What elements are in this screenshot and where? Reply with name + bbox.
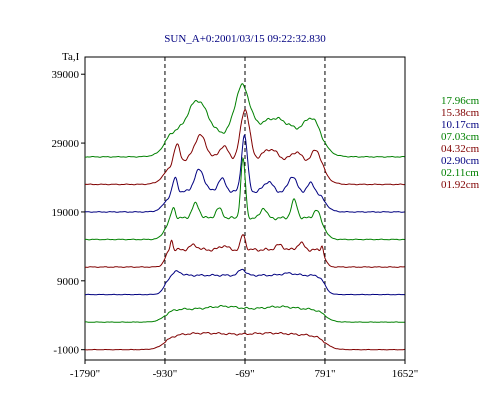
series-line-15.38cm	[85, 109, 405, 186]
legend-entry: 02.90cm	[441, 155, 480, 167]
series-line-01.92cm	[84, 331, 405, 351]
y-tick-label: 9000	[57, 276, 80, 288]
series-line-10.17cm	[85, 134, 405, 213]
series-lines	[84, 83, 405, 351]
x-tick-label: 1652"	[392, 368, 419, 380]
series-line-02.90cm	[85, 268, 405, 296]
y-tick-label: -1000	[53, 345, 79, 357]
x-tick-label: -930"	[153, 368, 178, 380]
x-tick-label: -69"	[235, 368, 254, 380]
x-tick-label: -1790"	[70, 368, 100, 380]
legend: 17.96cm15.38cm10.17cm07.03cm04.32cm02.90…	[441, 95, 480, 191]
x-tick-label: 791"	[314, 368, 335, 380]
y-tick-label: 19000	[52, 207, 80, 219]
series-line-17.96cm	[84, 83, 405, 158]
legend-entry: 04.32cm	[441, 143, 480, 155]
y-tick-label: 29000	[52, 138, 80, 150]
legend-entry: 17.96cm	[441, 95, 480, 107]
legend-entry: 01.92cm	[441, 179, 480, 191]
legend-entry: 10.17cm	[441, 119, 480, 131]
vertical-markers	[164, 57, 326, 360]
series-line-04.32cm	[84, 234, 405, 268]
y-tick-label: 39000	[52, 69, 80, 81]
series-line-07.03cm	[84, 156, 405, 241]
legend-entry: 02.11cm	[441, 167, 479, 179]
legend-entry: 07.03cm	[441, 131, 480, 143]
chart-title: SUN_A+0:2001/03/15 09:22:32.830	[164, 33, 326, 45]
series-line-02.11cm	[84, 305, 405, 323]
y-axis-label: Ta,I	[62, 51, 80, 63]
legend-entry: 15.38cm	[441, 107, 480, 119]
axis-ticks: 39000 29000 19000 9000 -1000 -1790" -930" -69" 7…	[52, 69, 419, 380]
